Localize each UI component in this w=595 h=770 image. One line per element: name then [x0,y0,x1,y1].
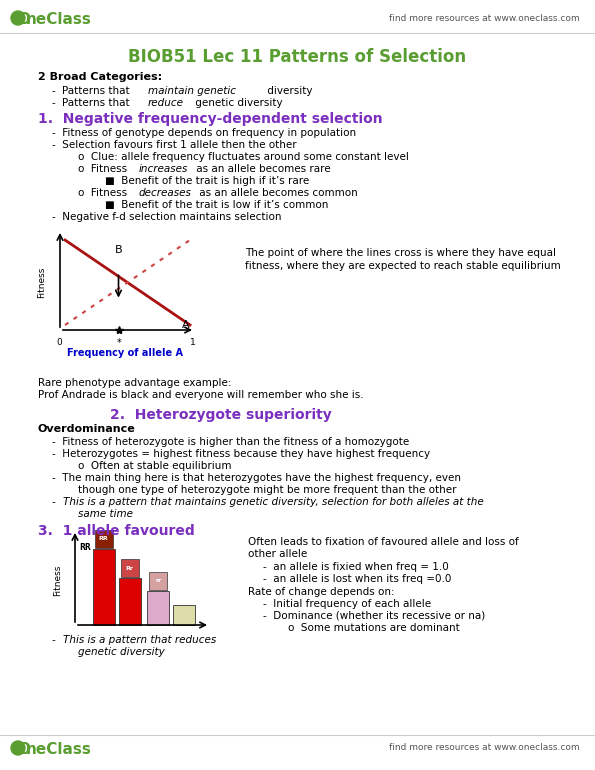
Text: BIOB51 Lec 11 Patterns of Selection: BIOB51 Lec 11 Patterns of Selection [128,48,466,66]
Text: neClass: neClass [26,742,92,757]
Text: o  Often at stable equilibrium: o Often at stable equilibrium [78,461,231,471]
Text: -  Heterozygotes = highest fitness because they have highest frequency: - Heterozygotes = highest fitness becaus… [52,449,430,459]
Text: genetic diversity: genetic diversity [78,647,165,657]
Text: Overdominance: Overdominance [38,424,136,434]
Bar [149,572,167,590]
Text: genetic diversity: genetic diversity [192,98,283,108]
Text: Fitness: Fitness [54,564,62,596]
Text: as an allele becomes rare: as an allele becomes rare [193,164,331,174]
Text: decreases: decreases [139,188,192,198]
Text: o  Clue: allele frequency fluctuates around some constant level: o Clue: allele frequency fluctuates arou… [78,152,409,162]
Text: Rate of change depends on:: Rate of change depends on: [248,587,394,597]
Text: This is a pattern that maintains genetic diversity, selection for both alleles a: This is a pattern that maintains genetic… [63,497,484,507]
Text: as an allele becomes common: as an allele becomes common [196,188,358,198]
Text: o  Fitness: o Fitness [78,164,130,174]
Text: Rare phenotype advantage example:: Rare phenotype advantage example: [38,378,231,388]
Text: other allele: other allele [248,549,307,559]
Text: diversity: diversity [264,86,312,96]
Text: maintain genetic: maintain genetic [148,86,236,96]
Text: Fitness: Fitness [37,267,46,298]
Text: A: A [182,320,190,330]
Text: neClass: neClass [26,12,92,27]
Text: This is a pattern that reduces: This is a pattern that reduces [63,635,216,645]
Text: O: O [17,742,30,757]
Text: same time: same time [78,509,133,519]
Text: o  Some mutations are dominant: o Some mutations are dominant [288,623,460,633]
Bar [93,548,115,625]
Text: 3.  1 allele favoured: 3. 1 allele favoured [38,524,195,538]
Bar [173,605,195,625]
Text: -  Fitness of heterozygote is higher than the fitness of a homozygote: - Fitness of heterozygote is higher than… [52,437,409,447]
Text: 2.  Heterozygote superiority: 2. Heterozygote superiority [110,408,332,422]
Text: -: - [52,635,59,645]
Text: rr: rr [155,578,161,584]
Bar [95,530,112,547]
Text: Rr: Rr [126,566,134,571]
Text: -  Negative f-d selection maintains selection: - Negative f-d selection maintains selec… [52,212,281,222]
Text: -: - [52,86,59,96]
Text: o  Fitness: o Fitness [78,188,130,198]
Text: ■  Benefit of the trait is low if it’s common: ■ Benefit of the trait is low if it’s co… [105,200,328,210]
Text: ■  Benefit of the trait is high if it’s rare: ■ Benefit of the trait is high if it’s r… [105,176,309,186]
Text: B: B [115,245,123,255]
Text: Frequency of allele A: Frequency of allele A [67,348,183,358]
Text: find more resources at www.oneclass.com: find more resources at www.oneclass.com [389,743,580,752]
Text: Often leads to fixation of favoured allele and loss of: Often leads to fixation of favoured alle… [248,537,519,547]
Text: -  an allele is fixied when freq = 1.0: - an allele is fixied when freq = 1.0 [263,562,449,572]
Text: 0: 0 [56,338,62,347]
Circle shape [11,11,25,25]
Text: *: * [117,338,121,348]
Circle shape [11,741,25,755]
Text: -  an allele is lost when its freq =0.0: - an allele is lost when its freq =0.0 [263,574,452,584]
Text: -  Fitness of genotype depends on frequency in population: - Fitness of genotype depends on frequen… [52,128,356,138]
Text: -  The main thing here is that heterozygotes have the highest frequency, even: - The main thing here is that heterozygo… [52,473,461,483]
Bar [147,591,169,625]
Text: RR: RR [80,544,92,553]
Text: RR: RR [99,536,108,541]
Text: Prof Andrade is black and everyone will remember who she is.: Prof Andrade is black and everyone will … [38,390,364,400]
Text: -: - [52,98,59,108]
Text: 1.  Negative frequency-dependent selection: 1. Negative frequency-dependent selectio… [38,112,383,126]
Text: 2 Broad Categories:: 2 Broad Categories: [38,72,162,82]
Text: fitness, where they are expected to reach stable equilibrium: fitness, where they are expected to reac… [245,261,560,271]
Text: 1: 1 [190,338,196,347]
Bar [118,578,140,625]
Text: O: O [17,12,30,27]
Text: -: - [52,497,59,507]
Text: -  Initial frequency of each allele: - Initial frequency of each allele [263,599,431,609]
Text: -  Selection favours first 1 allele then the other: - Selection favours first 1 allele then … [52,140,297,150]
Text: The point of where the lines cross is where they have equal: The point of where the lines cross is wh… [245,248,556,258]
Text: -  Dominance (whether its recessive or na): - Dominance (whether its recessive or na… [263,611,486,621]
Text: though one type of heterozygote might be more frequent than the other: though one type of heterozygote might be… [78,485,456,495]
Text: Patterns that: Patterns that [62,86,133,96]
Text: increases: increases [139,164,189,174]
Text: Patterns that: Patterns that [62,98,133,108]
Text: reduce: reduce [148,98,184,108]
Text: find more resources at www.oneclass.com: find more resources at www.oneclass.com [389,14,580,23]
Bar [121,559,139,578]
